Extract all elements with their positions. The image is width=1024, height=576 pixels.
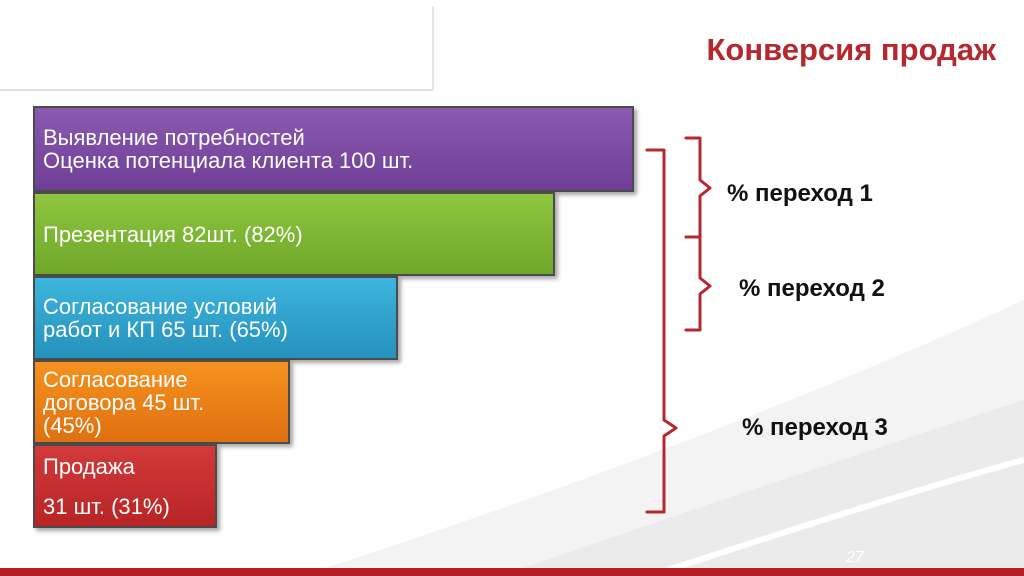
transition-label-3: % переход 3 — [742, 414, 888, 441]
funnel-bar-presentation: Презентация 82шт. (82%) — [33, 192, 555, 276]
bracket-transition-1 — [684, 136, 712, 239]
funnel-bar-label: 31 шт. (31%) — [43, 493, 170, 519]
page-number: 27 — [846, 549, 864, 566]
funnel-bar-label: работ и КП 65 шт. (65%) — [43, 317, 288, 342]
bracket-transition-2 — [684, 235, 712, 332]
transition-label-2: % переход 2 — [739, 275, 885, 302]
funnel-bar-label: Оценка потенциала клиента 100 шт. — [43, 148, 414, 173]
funnel-bar-label: Выявление потребностей — [43, 125, 305, 150]
funnel-bar-needs: Выявление потребностей Оценка потенциала… — [33, 106, 634, 192]
footer-bar — [0, 568, 1024, 576]
bracket-transition-3 — [645, 148, 678, 514]
funnel-bar-label: договора 45 шт. — [43, 389, 205, 415]
funnel-bar-label: Согласование — [43, 366, 188, 392]
funnel-bar-sale: Продажа 31 шт. (31%) — [33, 444, 217, 528]
funnel-bar-label: Презентация 82шт. (82%) — [43, 221, 303, 247]
transition-label-1: % переход 1 — [727, 180, 873, 207]
funnel-bar-label: (45%) — [43, 412, 102, 438]
slide-title: Конверсия продаж — [706, 32, 997, 67]
funnel-bar-label: Продажа — [43, 453, 135, 479]
header-vertical-divider — [432, 6, 434, 91]
funnel-bar-terms: Согласование условий работ и КП 65 шт. (… — [33, 276, 398, 360]
funnel-bar-contract: Согласование договора 45 шт. (45%) — [33, 360, 290, 444]
funnel-bar-label: Согласование условий — [43, 294, 278, 319]
header-divider — [0, 89, 432, 91]
